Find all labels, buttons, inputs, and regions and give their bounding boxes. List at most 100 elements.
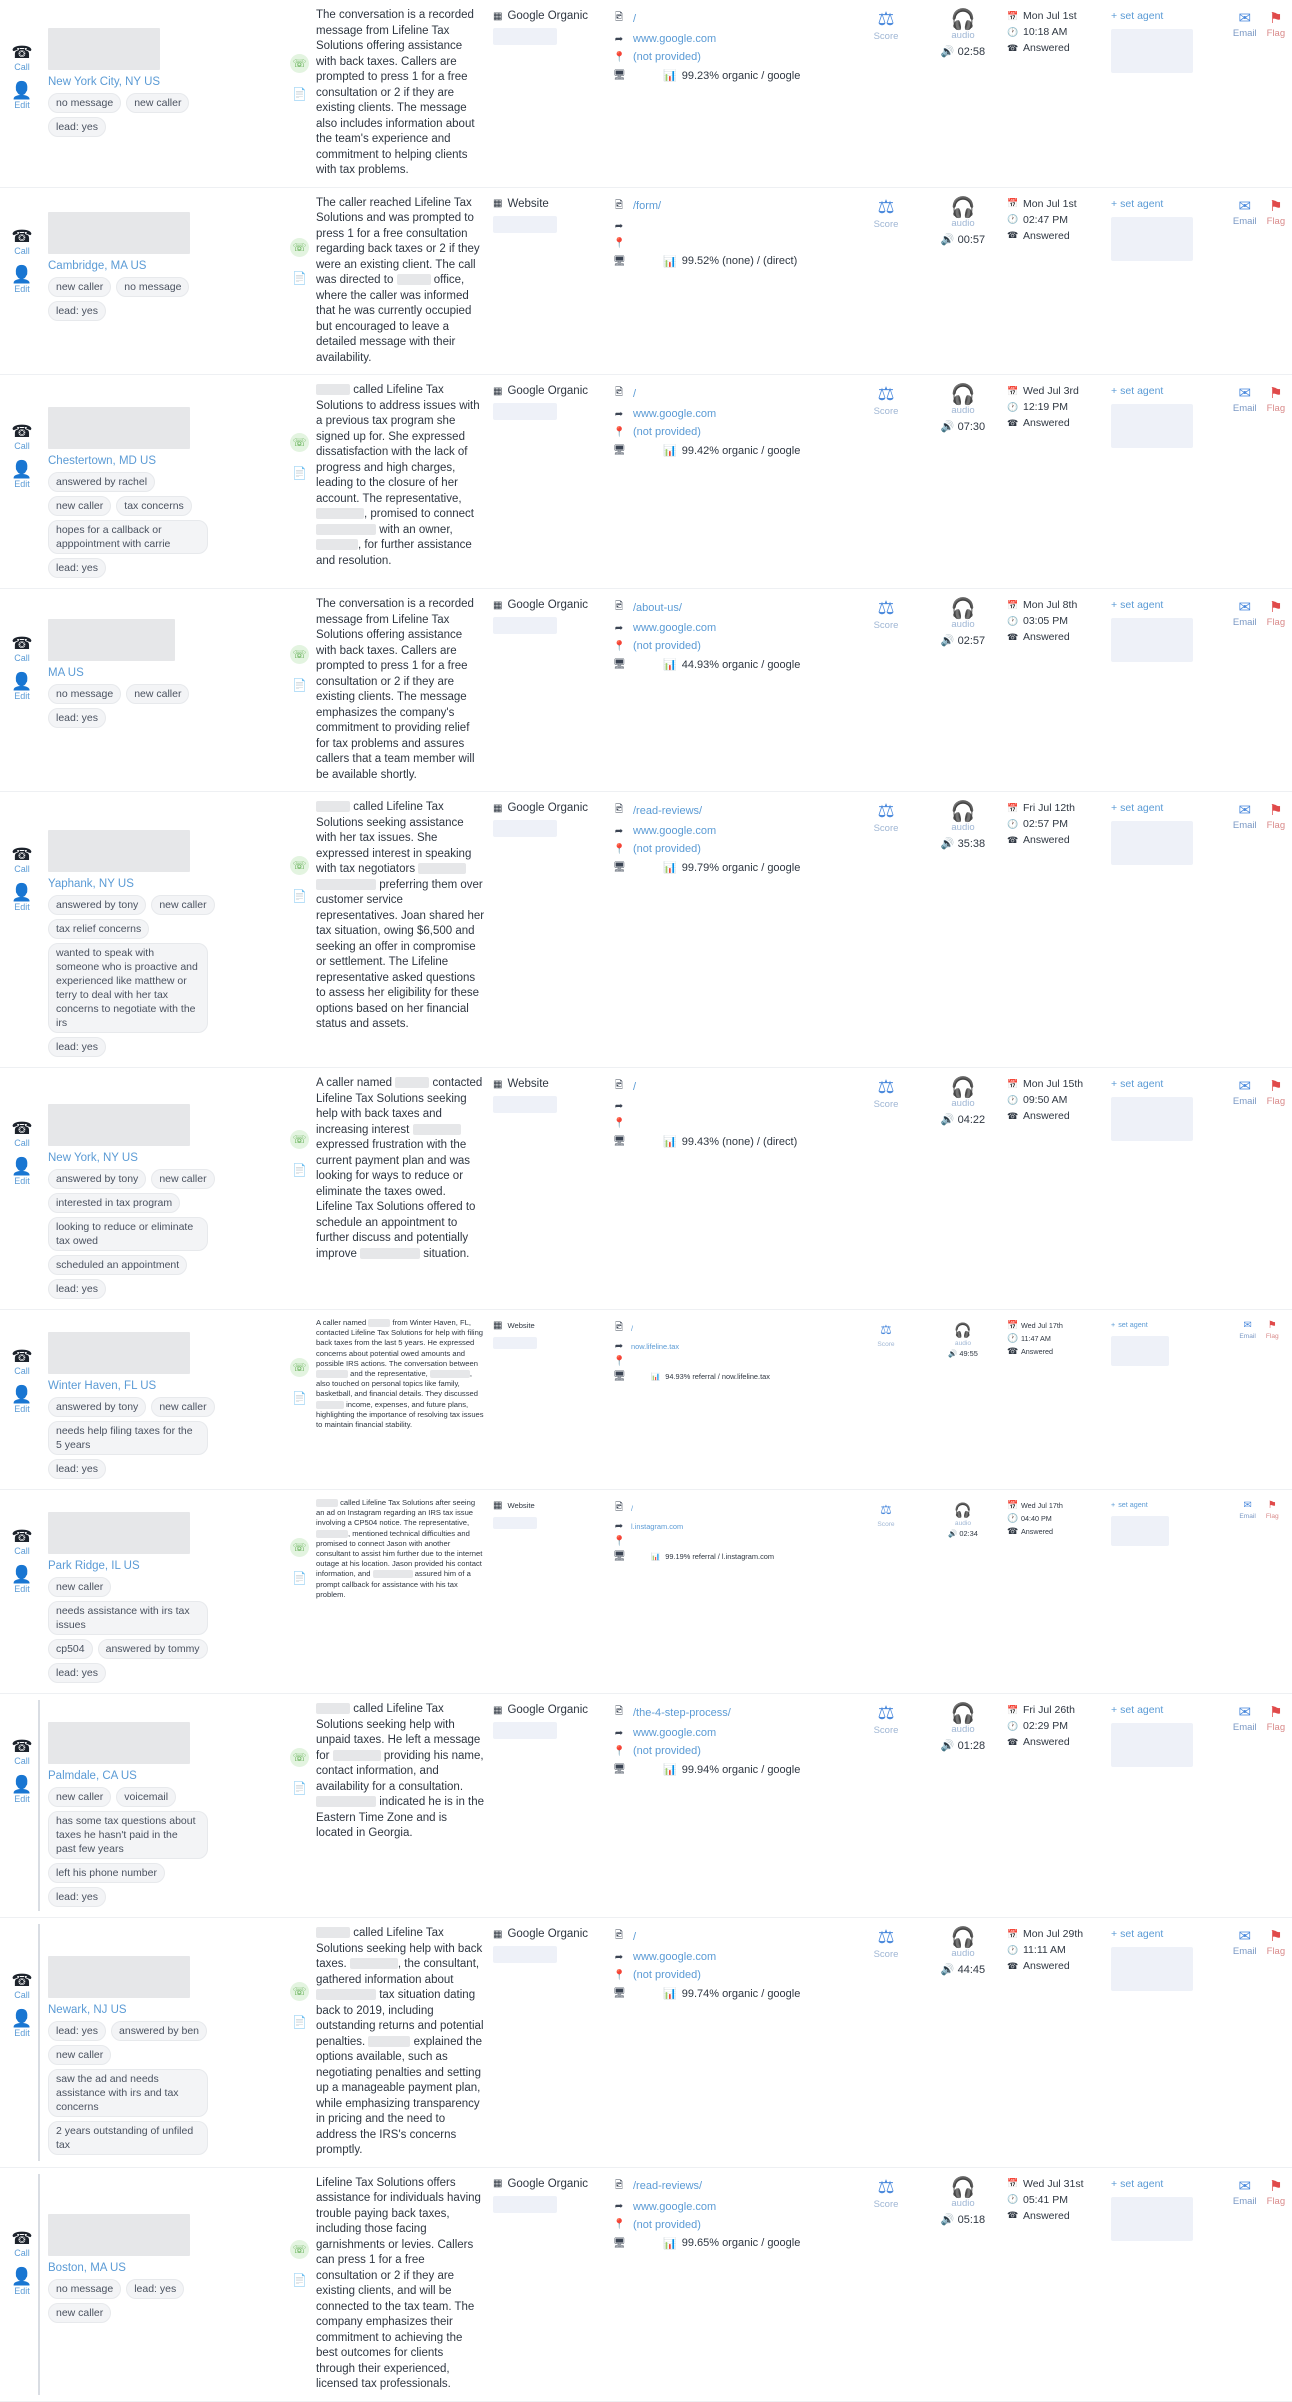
- source-name[interactable]: Google Organic: [507, 802, 588, 814]
- caller-tag[interactable]: no message: [48, 93, 122, 113]
- edit-contact-action[interactable]: 👤 Edit: [11, 82, 32, 110]
- flag-button[interactable]: ⚑ Flag: [1267, 1704, 1285, 1733]
- set-agent-button[interactable]: + set agent: [1111, 1704, 1226, 1716]
- edit-contact-action[interactable]: 👤 Edit: [11, 1776, 32, 1804]
- referrer-row[interactable]: ➦ www.google.com: [613, 1951, 853, 1963]
- headphones-icon[interactable]: 🎧: [950, 384, 976, 406]
- caller-tag[interactable]: needs assistance with irs tax issues: [48, 1601, 208, 1635]
- audio-cell[interactable]: 🎧 audio 🔊 44:45: [919, 1918, 1007, 1976]
- caller-tag[interactable]: new caller: [48, 496, 112, 516]
- callback-phone-icon[interactable]: ☏: [290, 1538, 309, 1557]
- caller-tag[interactable]: 2 years outstanding of unfiled tax: [48, 2121, 208, 2155]
- caller-tag[interactable]: wanted to speak with someone who is proa…: [48, 943, 208, 1033]
- keyword-row[interactable]: 📍 (not provided): [613, 640, 853, 652]
- caller-tag[interactable]: hopes for a callback or apppointment wit…: [48, 520, 208, 554]
- agent-note-placeholder[interactable]: [1111, 1097, 1193, 1141]
- keyword-row[interactable]: 📍: [613, 1536, 853, 1547]
- flag-button[interactable]: ⚑ Flag: [1267, 198, 1285, 227]
- landing-page-value[interactable]: /the-4-step-process/: [633, 1706, 731, 1719]
- edit-contact-action[interactable]: 👤 Edit: [11, 265, 32, 294]
- landing-page-value[interactable]: /: [633, 387, 637, 400]
- caller-tag[interactable]: answered by tony: [48, 1397, 147, 1417]
- email-button[interactable]: ✉ Email: [1233, 802, 1257, 831]
- agent-note-placeholder[interactable]: [1111, 2196, 1193, 2241]
- call-action[interactable]: ☎ Call: [11, 1528, 32, 1556]
- caller-tag[interactable]: new caller: [151, 895, 215, 915]
- agent-note-placeholder[interactable]: [1111, 1947, 1193, 1991]
- call-row[interactable]: ☎ Call 👤 Edit New York City, NY US no message…: [0, 0, 1292, 188]
- caller-tag[interactable]: new caller: [151, 1169, 215, 1189]
- callback-phone-icon[interactable]: ☏: [290, 1748, 309, 1767]
- caller-location[interactable]: New York, NY US: [48, 1152, 138, 1164]
- source-name[interactable]: Google Organic: [507, 10, 588, 22]
- landing-page-value[interactable]: /: [633, 1930, 637, 1943]
- flag-button[interactable]: ⚑ Flag: [1267, 599, 1285, 628]
- caller-tag[interactable]: new caller: [48, 2302, 112, 2323]
- headphones-icon[interactable]: 🎧: [954, 1502, 972, 1518]
- source-name[interactable]: Website: [507, 197, 549, 210]
- score-icon[interactable]: ⚖: [877, 1703, 895, 1724]
- landing-page-value[interactable]: /read-reviews/: [633, 804, 703, 817]
- flag-button[interactable]: ⚑ Flag: [1267, 1928, 1285, 1957]
- call-row[interactable]: ☎ Call 👤 Edit Chestertown, MD US answered by …: [0, 375, 1292, 589]
- audio-cell[interactable]: 🎧 audio 🔊 01:28: [919, 1694, 1007, 1752]
- source-name[interactable]: Website: [507, 1321, 535, 1330]
- keyword-row[interactable]: 📍: [613, 238, 853, 249]
- landing-page-value[interactable]: /about-us/: [633, 601, 682, 614]
- call-action[interactable]: ☎ Call: [11, 227, 32, 256]
- caller-tag[interactable]: voicemail: [116, 1787, 177, 1807]
- source-name[interactable]: Google Organic: [507, 599, 588, 611]
- source-name[interactable]: Website: [507, 1078, 549, 1090]
- call-action[interactable]: ☎ Call: [11, 2229, 32, 2258]
- referrer-value[interactable]: www.google.com: [633, 1727, 717, 1739]
- email-button[interactable]: ✉ Email: [1233, 10, 1257, 39]
- headphones-icon[interactable]: 🎧: [950, 2176, 976, 2199]
- caller-location[interactable]: New York City, NY US: [48, 76, 161, 88]
- edit-contact-action[interactable]: 👤 Edit: [11, 673, 32, 701]
- flag-button[interactable]: ⚑ Flag: [1267, 385, 1285, 414]
- edit-contact-action[interactable]: 👤 Edit: [11, 1386, 32, 1414]
- referrer-value[interactable]: www.google.com: [633, 622, 717, 634]
- caller-tag[interactable]: new caller: [48, 2045, 112, 2065]
- transcript-doc-icon[interactable]: 📄: [292, 1781, 307, 1795]
- caller-location[interactable]: Newark, NJ US: [48, 2004, 127, 2016]
- score-cell[interactable]: ⚖ Score: [853, 1310, 919, 1348]
- audio-cell[interactable]: 🎧 audio 🔊 02:58: [919, 0, 1007, 58]
- email-button[interactable]: ✉ Email: [1233, 385, 1257, 414]
- call-row[interactable]: ☎ Call 👤 Edit Boston, MA US no message lead: y…: [0, 2168, 1292, 2402]
- call-action[interactable]: ☎ Call: [11, 1738, 32, 1766]
- caller-tag[interactable]: lead: yes: [48, 1663, 107, 1683]
- landing-page-row[interactable]: 🖻 /: [613, 385, 853, 402]
- referrer-value[interactable]: www.google.com: [633, 408, 717, 420]
- score-icon[interactable]: ⚖: [877, 801, 895, 822]
- landing-page-value[interactable]: /read-reviews/: [633, 2180, 703, 2192]
- referrer-row[interactable]: ➦ www.google.com: [613, 33, 853, 45]
- keyword-value[interactable]: (not provided): [633, 640, 701, 652]
- callback-phone-icon[interactable]: ☏: [290, 237, 309, 257]
- transcript-doc-icon[interactable]: 📄: [292, 2015, 307, 2029]
- callback-phone-icon[interactable]: ☏: [290, 1130, 309, 1149]
- score-cell[interactable]: ⚖ Score: [853, 1490, 919, 1528]
- caller-tag[interactable]: lead: yes: [48, 1279, 107, 1299]
- caller-tag[interactable]: lead: yes: [48, 708, 107, 728]
- caller-tag[interactable]: new caller: [48, 1577, 112, 1597]
- caller-location[interactable]: Cambridge, MA US: [48, 259, 147, 272]
- caller-tag[interactable]: lead: yes: [48, 2021, 107, 2041]
- source-name[interactable]: Google Organic: [507, 385, 588, 397]
- caller-tag[interactable]: answered by tony: [48, 895, 147, 915]
- keyword-row[interactable]: 📍 (not provided): [613, 843, 853, 855]
- caller-tag[interactable]: lead: yes: [48, 1037, 107, 1057]
- email-button[interactable]: ✉ Email: [1233, 1704, 1257, 1733]
- call-action[interactable]: ☎ Call: [11, 1348, 32, 1376]
- audio-cell[interactable]: 🎧 audio 🔊 04:22: [919, 1068, 1007, 1126]
- edit-contact-action[interactable]: 👤 Edit: [11, 1158, 32, 1186]
- score-icon[interactable]: ⚖: [877, 9, 895, 30]
- score-cell[interactable]: ⚖ Score: [853, 792, 919, 835]
- transcript-doc-icon[interactable]: 📄: [292, 466, 307, 480]
- referrer-value[interactable]: www.google.com: [633, 2200, 717, 2213]
- landing-page-row[interactable]: 🖻 /read-reviews/: [613, 2178, 853, 2195]
- referrer-value[interactable]: l.instagram.com: [631, 1522, 684, 1531]
- set-agent-button[interactable]: + set agent: [1111, 198, 1226, 210]
- agent-note-placeholder[interactable]: [1111, 29, 1193, 73]
- referrer-row[interactable]: ➦ www.google.com: [613, 408, 853, 420]
